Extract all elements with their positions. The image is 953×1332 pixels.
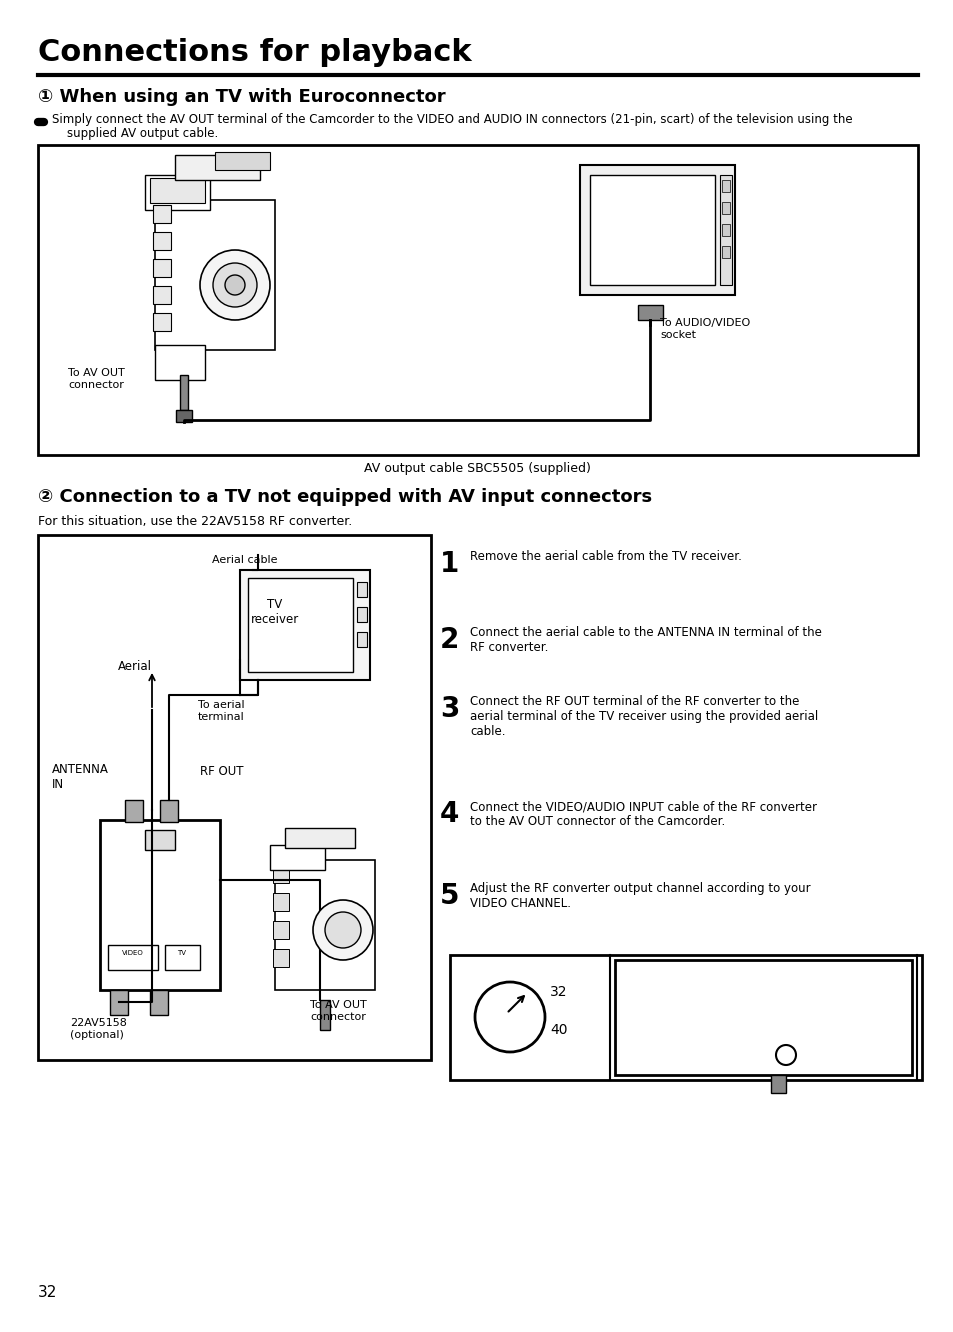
Bar bbox=[450, 955, 921, 1080]
Bar bbox=[589, 174, 714, 285]
Bar bbox=[720, 174, 731, 285]
Bar bbox=[638, 305, 662, 320]
Bar bbox=[175, 410, 192, 422]
Text: Aerial cable: Aerial cable bbox=[212, 555, 277, 565]
Bar bbox=[38, 145, 917, 456]
Text: To aerial
terminal: To aerial terminal bbox=[198, 701, 245, 722]
Text: supplied AV output cable.: supplied AV output cable. bbox=[67, 127, 218, 140]
Text: RF OUT: RF OUT bbox=[200, 765, 243, 778]
Bar bbox=[273, 948, 289, 967]
Bar bbox=[145, 830, 174, 850]
Bar bbox=[356, 607, 367, 622]
Bar bbox=[150, 178, 205, 202]
Bar bbox=[110, 990, 128, 1015]
Text: 4: 4 bbox=[439, 801, 459, 829]
Text: VIDEO: VIDEO bbox=[122, 950, 144, 956]
Bar bbox=[154, 345, 205, 380]
Bar bbox=[152, 232, 171, 250]
Bar bbox=[285, 829, 355, 848]
Bar bbox=[240, 570, 370, 681]
Circle shape bbox=[475, 982, 544, 1052]
Bar bbox=[160, 801, 178, 822]
Bar bbox=[38, 535, 431, 1060]
Text: Adjust the RF converter output channel according to your
VIDEO CHANNEL.: Adjust the RF converter output channel a… bbox=[470, 882, 810, 910]
Bar bbox=[579, 165, 734, 294]
Bar bbox=[319, 1000, 330, 1030]
Bar bbox=[214, 152, 270, 170]
Bar bbox=[721, 180, 729, 192]
Bar bbox=[274, 860, 375, 990]
Circle shape bbox=[313, 900, 373, 960]
Text: Connect the aerial cable to the ANTENNA IN terminal of the
RF converter.: Connect the aerial cable to the ANTENNA … bbox=[470, 626, 821, 654]
Text: For this situation, use the 22AV5158 RF converter.: For this situation, use the 22AV5158 RF … bbox=[38, 515, 352, 527]
Bar bbox=[248, 578, 353, 673]
Bar bbox=[165, 944, 200, 970]
Bar bbox=[125, 801, 143, 822]
Text: 2: 2 bbox=[439, 626, 459, 654]
Text: 32: 32 bbox=[38, 1285, 57, 1300]
Text: To AUDIO/VIDEO
socket: To AUDIO/VIDEO socket bbox=[659, 318, 749, 340]
Text: 40: 40 bbox=[550, 1023, 567, 1038]
Bar bbox=[100, 821, 220, 990]
Text: 22AV5158
(optional): 22AV5158 (optional) bbox=[70, 1018, 127, 1039]
Text: ② Connection to a TV not equipped with AV input connectors: ② Connection to a TV not equipped with A… bbox=[38, 488, 652, 506]
Text: Connect the RF OUT terminal of the RF converter to the
aerial terminal of the TV: Connect the RF OUT terminal of the RF co… bbox=[470, 695, 818, 738]
Text: To AV OUT
connector: To AV OUT connector bbox=[310, 1000, 366, 1022]
Bar bbox=[615, 960, 911, 1075]
Bar bbox=[770, 1075, 785, 1094]
Text: 32: 32 bbox=[550, 984, 567, 999]
Text: Aerial: Aerial bbox=[118, 659, 152, 673]
Bar bbox=[108, 944, 158, 970]
Circle shape bbox=[325, 912, 360, 948]
Text: 5: 5 bbox=[439, 882, 459, 910]
Circle shape bbox=[213, 262, 256, 306]
Text: Remove the aerial cable from the TV receiver.: Remove the aerial cable from the TV rece… bbox=[470, 550, 741, 563]
Bar bbox=[356, 582, 367, 597]
Text: 1: 1 bbox=[439, 550, 458, 578]
Bar bbox=[270, 844, 325, 870]
Circle shape bbox=[200, 250, 270, 320]
Text: Connections for playback: Connections for playback bbox=[38, 39, 471, 67]
Bar bbox=[152, 286, 171, 304]
Text: Simply connect the AV OUT terminal of the Camcorder to the VIDEO and AUDIO IN co: Simply connect the AV OUT terminal of th… bbox=[52, 113, 852, 127]
Bar bbox=[721, 224, 729, 236]
Text: TV
receiver: TV receiver bbox=[251, 598, 299, 626]
Bar bbox=[152, 205, 171, 222]
Bar bbox=[273, 892, 289, 911]
Bar bbox=[721, 246, 729, 258]
Bar bbox=[150, 990, 168, 1015]
Bar bbox=[145, 174, 210, 210]
Text: ANTENNA
IN: ANTENNA IN bbox=[52, 763, 109, 791]
Bar bbox=[273, 920, 289, 939]
Text: AV output cable SBC5505 (supplied): AV output cable SBC5505 (supplied) bbox=[363, 462, 590, 476]
Text: To AV OUT
connector: To AV OUT connector bbox=[68, 368, 125, 389]
Text: 3: 3 bbox=[439, 695, 459, 723]
Bar bbox=[174, 155, 260, 180]
Bar bbox=[152, 258, 171, 277]
Bar bbox=[356, 631, 367, 647]
Bar bbox=[154, 200, 274, 350]
Bar bbox=[152, 313, 171, 330]
Text: Connect the VIDEO/AUDIO INPUT cable of the RF converter
to the AV OUT connector : Connect the VIDEO/AUDIO INPUT cable of t… bbox=[470, 801, 816, 829]
Text: ① When using an TV with Euroconnector: ① When using an TV with Euroconnector bbox=[38, 88, 445, 107]
Circle shape bbox=[225, 274, 245, 294]
Bar bbox=[180, 376, 188, 410]
Bar bbox=[273, 864, 289, 883]
Text: TV: TV bbox=[177, 950, 186, 956]
Circle shape bbox=[775, 1046, 795, 1066]
Bar bbox=[721, 202, 729, 214]
